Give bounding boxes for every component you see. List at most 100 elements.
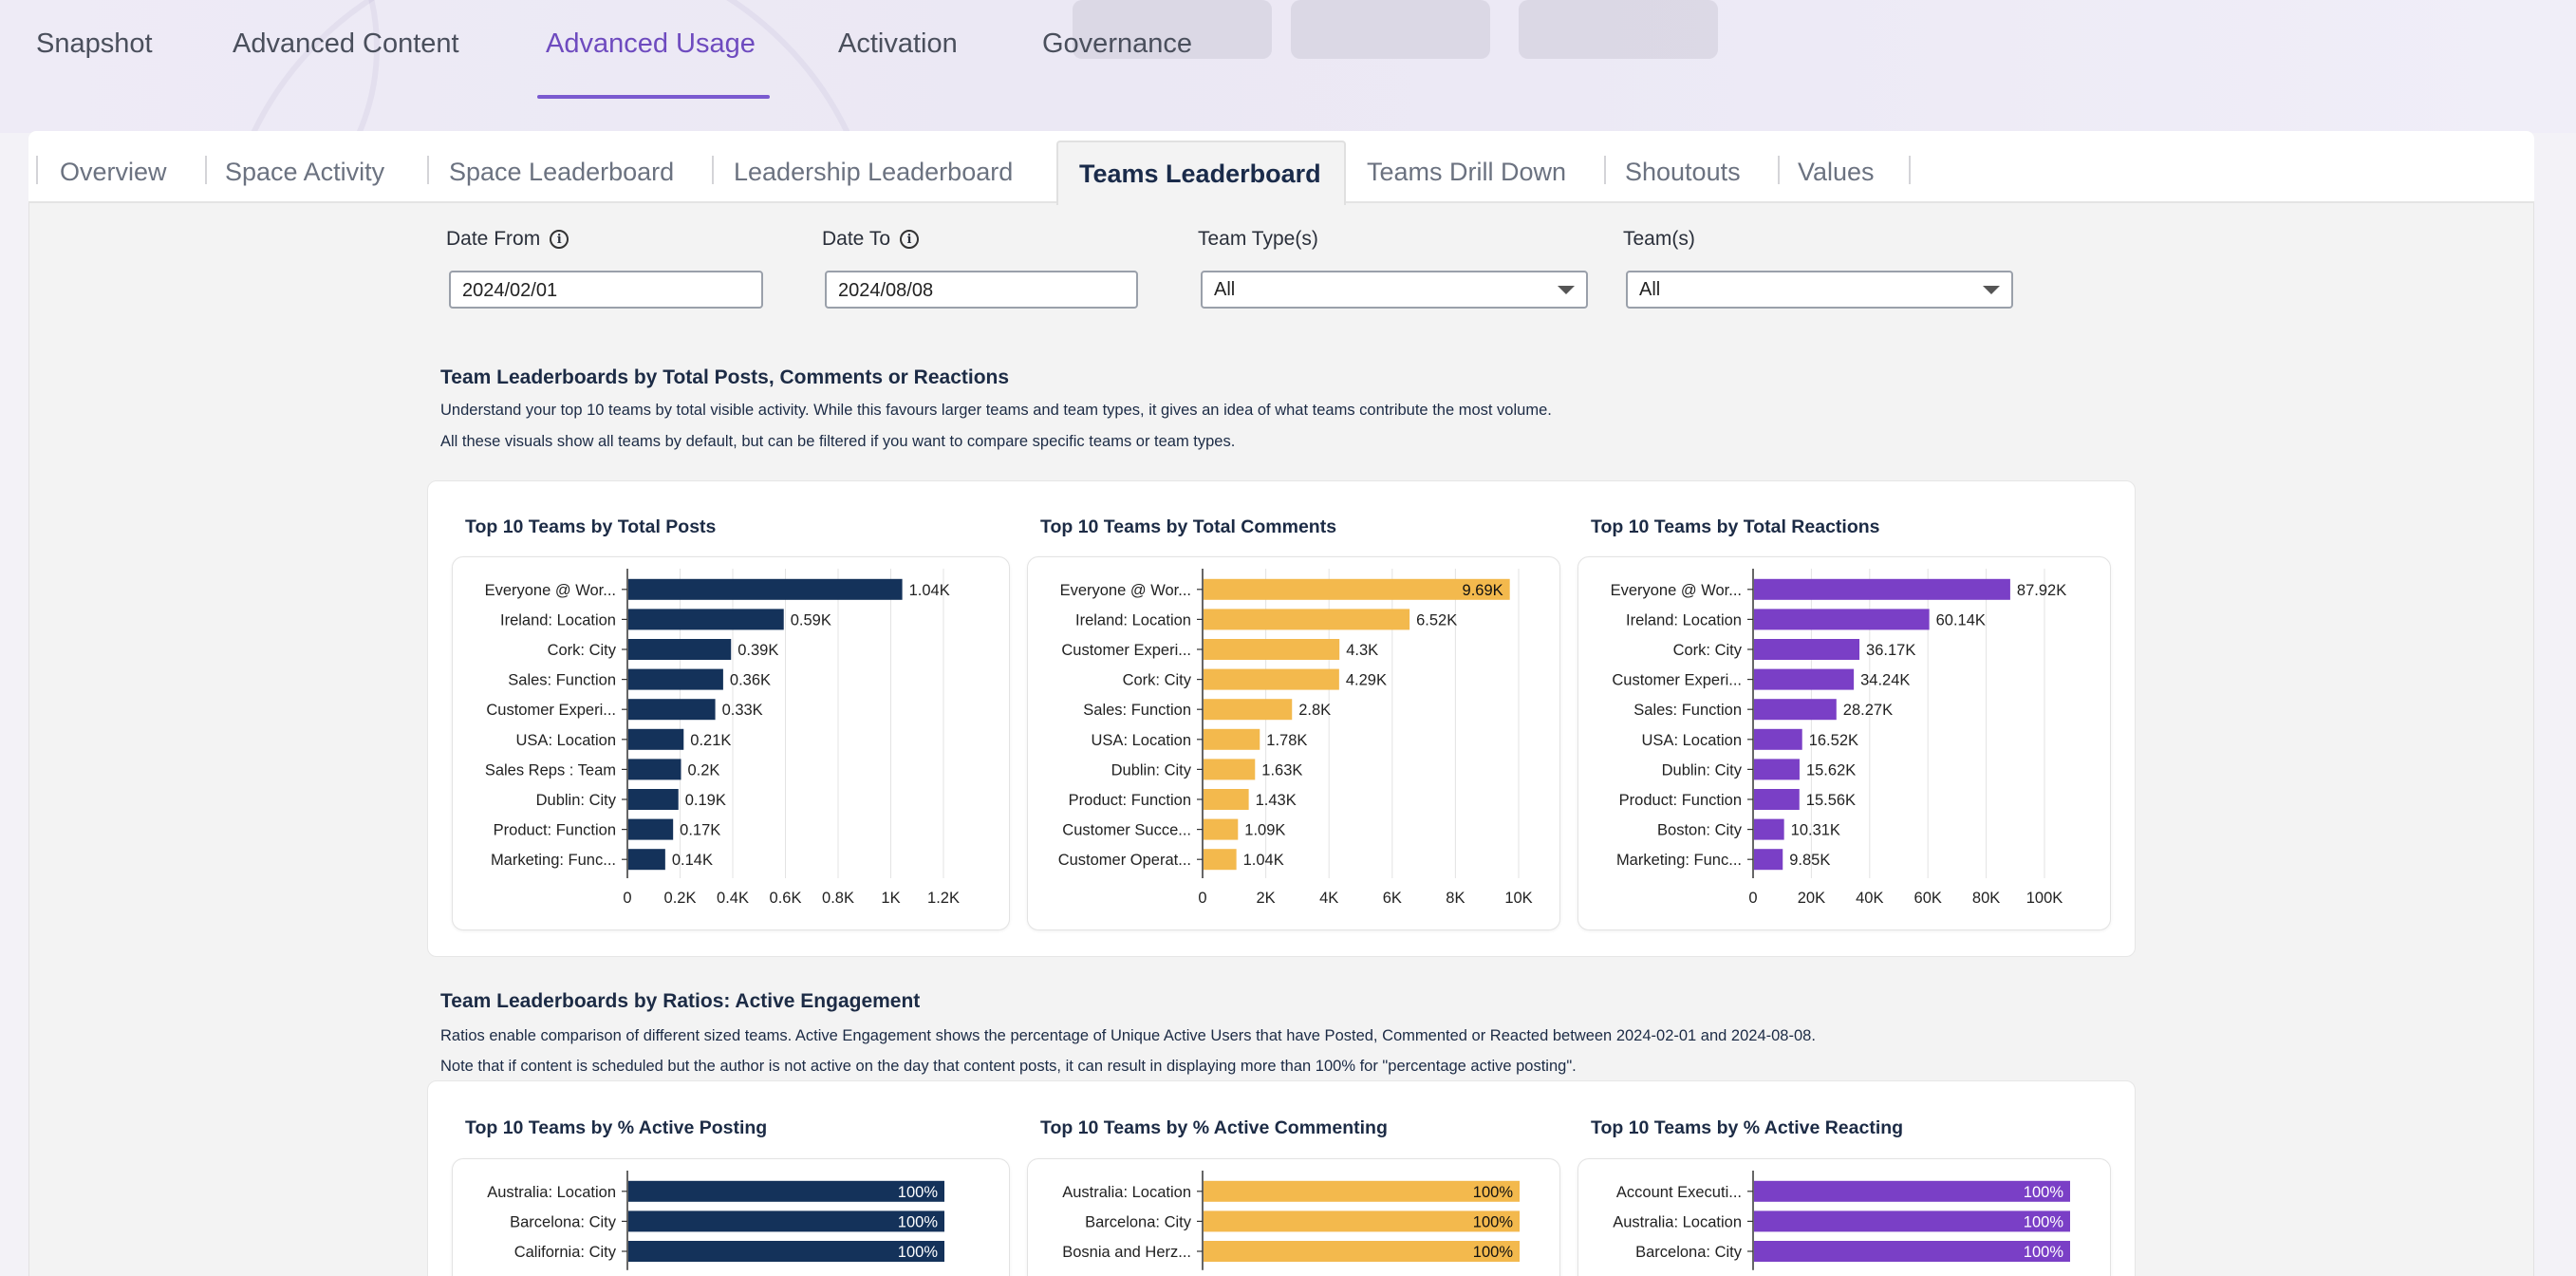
data-label: 10.31K (1791, 822, 1840, 839)
data-label: 100% (1473, 1244, 1514, 1261)
tab-values[interactable]: Values (1798, 158, 1875, 186)
category-label: Dublin: City (536, 792, 617, 809)
chart-container: 0 0.2K 0.4K 0.6K 0.8K 1K 1.2K Everyone @ Wor...… (452, 556, 1010, 930)
bar (1754, 639, 1860, 660)
bar (628, 818, 674, 840)
category-label: Account Executi... (1616, 1184, 1742, 1201)
data-label: 100% (898, 1184, 939, 1201)
data-label: 0.14K (672, 852, 713, 869)
team-types-value: All (1214, 278, 1236, 300)
tick-label: 100K (2026, 890, 2063, 907)
tick-label: 0.4K (717, 890, 749, 907)
tab-advanced-usage[interactable]: Advanced Usage (546, 28, 756, 59)
tab-divider (205, 156, 207, 184)
bar (628, 578, 903, 600)
header-photo (1519, 0, 1718, 59)
section-title: Team Leaderboards by Total Posts, Commen… (440, 366, 1010, 388)
comments-chart: 0 2K 4K 6K 8K 10K Everyone @ Wor... 9.69K Irelan… (1058, 569, 1533, 907)
tab-space-activity[interactable]: Space Activity (225, 158, 385, 186)
teams-label: Team(s) (1623, 228, 1695, 251)
tick-label: 4K (1319, 890, 1338, 907)
data-label: 16.52K (1809, 732, 1858, 749)
category-label: Product: Function (1069, 792, 1191, 809)
section-description: Ratios enable comparison of different si… (440, 1027, 1816, 1044)
data-label: 100% (898, 1244, 939, 1261)
bar (1754, 699, 1837, 721)
date-from-label-text: Date From (446, 228, 541, 250)
header-photo (1291, 0, 1490, 59)
data-label: 0.19K (685, 792, 726, 809)
tick-label: 0.8K (822, 890, 854, 907)
tick-label: 10K (1504, 890, 1532, 907)
chart-container: 0 20K 40K 60K 80K 100K Everyone @ Wor... 87.92K… (1577, 556, 2111, 930)
category-label: USA: Location (1092, 732, 1191, 749)
bar (628, 1210, 944, 1232)
tab-leadership-leaderboard[interactable]: Leadership Leaderboard (734, 158, 1014, 186)
chevron-down-icon (1983, 285, 2000, 294)
category-label: Dublin: City (1111, 761, 1192, 779)
chart-container: Australia: Location 100% Barcelona: City 10… (452, 1158, 1010, 1276)
tab-governance[interactable]: Governance (1042, 28, 1192, 59)
category-label: Ireland: Location (1075, 611, 1191, 629)
date-to-label: Date To i (822, 228, 919, 251)
data-label: 100% (2024, 1184, 2064, 1201)
category-label: Bosnia and Herz... (1062, 1244, 1191, 1261)
tick-label: 0 (623, 890, 631, 907)
active-reacting-chart: Account Executi... 100% Australia: Locatio… (1613, 1171, 2070, 1270)
tab-space-leaderboard[interactable]: Space Leaderboard (449, 158, 675, 186)
category-label: Everyone @ Wor... (1060, 582, 1191, 599)
active-tab-indicator (537, 95, 770, 99)
data-label: 1.43K (1256, 792, 1297, 809)
info-icon[interactable]: i (900, 230, 919, 249)
header-background (0, 0, 2576, 133)
bar (1204, 1241, 1520, 1262)
info-icon[interactable]: i (550, 230, 569, 249)
date-to-input[interactable]: 2024/08/08 (825, 271, 1138, 309)
posts-chart: 0 0.2K 0.4K 0.6K 0.8K 1K 1.2K Everyone @ Wor...… (485, 569, 960, 907)
category-label: USA: Location (516, 732, 616, 749)
tab-shoutouts[interactable]: Shoutouts (1625, 158, 1741, 186)
data-label: 100% (1473, 1184, 1514, 1201)
category-label: Barcelona: City (1085, 1213, 1192, 1230)
data-label: 4.29K (1346, 672, 1387, 689)
team-types-select[interactable]: All (1201, 271, 1588, 309)
chart-title: Top 10 Teams by Total Reactions (1591, 516, 1880, 537)
tab-activation[interactable]: Activation (838, 28, 958, 59)
category-label: Product: Function (494, 822, 616, 839)
section-description: Note that if content is scheduled but th… (440, 1058, 1577, 1075)
chart-title: Top 10 Teams by % Active Commenting (1040, 1117, 1388, 1138)
teams-value: All (1639, 278, 1661, 300)
chevron-down-icon (1558, 285, 1575, 294)
data-label: 4.3K (1346, 642, 1378, 659)
tick-label: 60K (1914, 890, 1942, 907)
date-from-input[interactable]: 2024/02/01 (449, 271, 763, 309)
data-label: 15.62K (1806, 761, 1856, 779)
data-label: 1.04K (1243, 852, 1284, 869)
bar (1204, 668, 1339, 690)
bar (1754, 609, 1930, 630)
tick-label: 2K (1257, 890, 1276, 907)
category-label: Cork: City (548, 642, 617, 659)
category-label: Ireland: Location (500, 611, 616, 629)
section-title: Team Leaderboards by Ratios: Active Enga… (440, 990, 921, 1012)
tick-label: 40K (1856, 890, 1883, 907)
category-label: Marketing: Func... (1616, 852, 1742, 869)
category-label: Cork: City (1673, 642, 1743, 659)
chart-title: Top 10 Teams by Total Posts (465, 516, 717, 537)
data-label: 87.92K (2017, 582, 2066, 599)
bar (1754, 578, 2010, 600)
category-label: Australia: Location (487, 1184, 616, 1201)
tick-label: 0.6K (770, 890, 802, 907)
tab-advanced-content[interactable]: Advanced Content (233, 28, 459, 59)
team-types-label: Team Type(s) (1198, 228, 1318, 251)
header-photo (1073, 0, 1272, 59)
tab-teams-leaderboard[interactable]: Teams Leaderboard (1056, 141, 1346, 205)
data-label: 100% (2024, 1213, 2064, 1230)
bar (1204, 699, 1293, 721)
tab-overview[interactable]: Overview (60, 158, 167, 186)
tab-teams-drill-down[interactable]: Teams Drill Down (1367, 158, 1567, 186)
teams-select[interactable]: All (1626, 271, 2013, 309)
active-posting-chart: Australia: Location 100% Barcelona: City 10… (487, 1171, 944, 1270)
category-label: Barcelona: City (510, 1213, 617, 1230)
tab-snapshot[interactable]: Snapshot (36, 28, 153, 59)
